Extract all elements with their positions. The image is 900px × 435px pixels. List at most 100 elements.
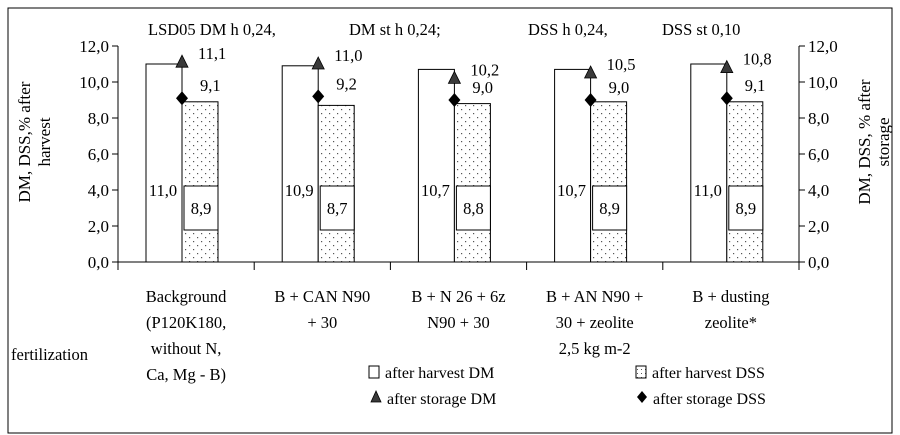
bar-after-harvest-dm [281,65,319,263]
label-after-harvest-dss: 8,9 [599,199,620,218]
marker-after-storage-dss [312,89,325,104]
y-tick-label-right: 4,0 [808,181,829,200]
label-after-harvest-dm: 10,7 [421,181,450,200]
label-after-storage-dm: 11,1 [198,44,226,63]
lsd-annotation-dm-storage: DM st h 0,24; [349,20,441,39]
y-tick-label-left: 8,0 [88,109,109,128]
markers [175,54,734,107]
label-box-after-harvest-dss [183,185,219,231]
label-after-storage-dss: 9,0 [472,78,493,97]
category-label: without N, [151,339,222,358]
legend-after-storage-dss-text: after storage DSS [653,391,766,408]
y-tick-label-right: 0,0 [808,253,829,272]
legend-after-storage-dm-text: after storage DM [387,391,496,408]
bar-after-harvest-dss [317,104,355,263]
label-after-harvest-dss: 8,9 [735,199,756,218]
legend-after-harvest-dss-text: after harvest DSS [652,365,765,382]
category-label: N90 + 30 [427,313,489,332]
y-tick-label-left: 10,0 [79,73,109,92]
y-axis-label-left: DM, DSS,% after harvest [15,81,54,202]
bar-after-harvest-dss [726,101,764,263]
bar-after-harvest-dm [145,63,183,263]
legend-after-harvest-dm-text: after harvest DM [385,365,494,382]
label-after-storage-dss: 9,0 [609,78,630,97]
chart-border [7,7,893,434]
y-tick-label-left: 6,0 [88,145,109,164]
legend-after-harvest-dss-swatch [635,365,647,379]
bar-after-harvest-dss [590,101,628,263]
category-label: 30 + zeolite [556,313,634,332]
legend-after-harvest-dm-swatch [368,365,380,379]
bar-after-harvest-dss [453,103,491,263]
marker-after-storage-dm [311,56,325,70]
marker-after-storage-dm [447,70,462,84]
label-box-after-harvest-dss [319,185,355,231]
axes: 0,0 0,0 2,0 2,0 4,0 4,0 6,0 6,0 8,0 8,0 10,0 10,0 12… [79,37,838,272]
y-tick-label-right: 6,0 [808,145,829,164]
marker-after-storage-dm [583,65,598,79]
lsd-annotation-dss-storage: DSS st 0,10 [662,20,740,39]
bars [145,63,764,263]
y-tick-label-left: 4,0 [88,181,109,200]
label-after-harvest-dm: 10,7 [557,181,586,200]
label-after-storage-dss: 9,1 [745,76,766,95]
label-after-harvest-dss: 8,8 [463,199,484,218]
category-label: B + N 26 + 6z [411,287,505,306]
label-after-storage-dm: 11,0 [334,46,362,65]
label-box-after-harvest-dss [455,185,491,231]
label-after-harvest-dm: 11,0 [149,181,177,200]
y-tick-label-left: 0,0 [88,253,109,272]
category-label: B + dusting [692,287,769,306]
lsd-annotations: LSD05 DM h 0,24, DM st h 0,24; DSS h 0,2… [148,20,740,39]
y-axis-label-left-line1: DM, DSS,% after [15,81,34,202]
y-axis-label-left-line2: harvest [35,117,54,166]
marker-after-storage-dss [720,91,733,106]
label-after-storage-dm: 10,5 [607,55,636,74]
bar-after-harvest-dm [690,63,728,263]
category-label: Ca, Mg - B) [146,365,226,384]
y-axis-label-right: DM, DSS, % after storage [855,79,893,204]
legend-after-storage-dm-swatch [370,390,382,403]
category-label: B + CAN N90 [274,287,370,306]
label-after-storage-dm: 10,8 [743,50,772,69]
label-after-harvest-dm: 11,0 [694,181,722,200]
y-tick-label-left: 12,0 [79,37,109,56]
bar-after-harvest-dm [554,68,592,263]
y-tick-label-right: 8,0 [808,109,829,128]
category-label: 2,5 kg m-2 [559,339,631,358]
legend: after harvest DM after harvest DSS after s… [368,365,766,408]
marker-after-storage-dm [720,59,734,73]
label-after-storage-dm: 10,2 [470,60,499,79]
label-box-after-harvest-dss [592,185,628,231]
label-after-storage-dss: 9,2 [336,74,357,93]
label-box-after-harvest-dss [728,185,764,231]
marker-after-storage-dss [584,93,597,107]
label-after-storage-dss: 9,1 [200,76,221,95]
y-tick-label-right: 2,0 [808,217,829,236]
label-after-harvest-dss: 8,7 [327,199,348,218]
lsd-annotation-dss-harvest: DSS h 0,24, [528,20,608,39]
label-after-harvest-dm: 10,9 [285,181,314,200]
category-label: Background [146,287,227,306]
y-tick-label-left: 2,0 [88,217,109,236]
y-tick-label-right: 12,0 [808,37,838,56]
marker-after-storage-dss [176,91,188,106]
category-label: (P120K180, [146,313,226,332]
category-label: zeolite* [705,313,757,332]
bar-after-harvest-dss [181,101,219,263]
category-labels: Background (P120K180, without N, Ca, Mg - B… [146,287,770,384]
legend-after-storage-dss-swatch [637,391,647,403]
lsd-annotation-dm-harvest: LSD05 DM h 0,24, [148,20,276,39]
y-axis-label-right-line1: DM, DSS, % after [855,79,874,204]
x-axis-label: fertilization [11,345,88,364]
y-tick-label-right: 10,0 [808,73,838,92]
label-after-harvest-dss: 8,9 [191,199,212,218]
category-label: B + AN N90 + [546,287,643,306]
y-axis-label-right-line2: storage [874,117,893,166]
bar-after-harvest-dm [417,68,455,263]
category-label: + 30 [307,313,337,332]
marker-after-storage-dss [448,93,461,107]
marker-after-storage-dm [175,54,189,68]
data-labels: 11,08,911,19,110,98,711,09,210,78,810,29… [149,44,772,231]
